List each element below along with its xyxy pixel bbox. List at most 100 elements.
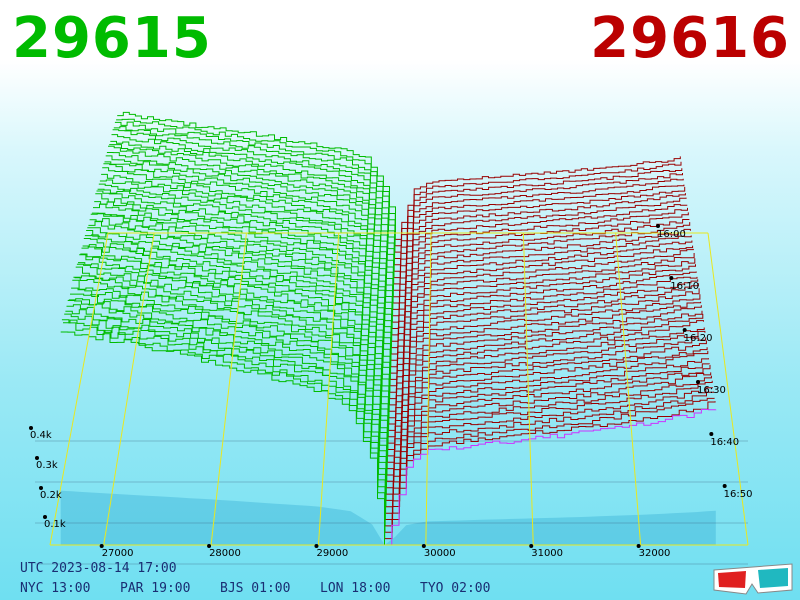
ask-price: 29616 xyxy=(590,6,790,71)
bid-depth-line xyxy=(75,266,388,463)
x-tick-marker xyxy=(99,544,104,548)
bid-depth-line xyxy=(61,319,386,539)
ask-depth-line xyxy=(388,327,705,444)
x-tick-label: 27000 xyxy=(102,548,134,559)
ask-depth-line xyxy=(386,375,712,508)
bid-depth-line xyxy=(71,287,387,488)
bid-depth-line xyxy=(91,212,392,374)
ask-depth-line xyxy=(385,397,715,533)
bid-depth-line xyxy=(116,118,396,240)
utc-timestamp: UTC 2023-08-14 17:00 xyxy=(20,561,177,576)
price-gridline xyxy=(210,232,247,546)
x-tick-label: 30000 xyxy=(424,548,456,559)
bid-depth-line xyxy=(89,218,391,386)
x-tick-marker xyxy=(529,544,534,548)
ask-depth-line xyxy=(386,372,712,501)
bid-depth-line xyxy=(84,234,390,412)
bid-depth-line xyxy=(105,155,394,297)
left-edge xyxy=(49,232,109,546)
ask-depth-line xyxy=(394,184,685,266)
ask-depth-line xyxy=(394,193,686,279)
bid-depth-line xyxy=(73,276,388,475)
ask-depth-line xyxy=(391,258,696,361)
bid-depth-line xyxy=(109,144,395,278)
bid-depth-line xyxy=(70,293,387,495)
time-tick-marker xyxy=(656,224,660,228)
ask-depth-line xyxy=(392,219,690,310)
bid-depth-line xyxy=(114,121,396,246)
ask-depth-line xyxy=(389,288,700,400)
bid-depth-line xyxy=(63,319,386,533)
ask-depth-line xyxy=(387,340,707,463)
ask-depth-line xyxy=(388,310,703,425)
bid-depth-fill xyxy=(60,490,385,545)
bid-depth-line xyxy=(80,253,389,437)
x-tick-label: 28000 xyxy=(209,548,241,559)
ask-depth-fill xyxy=(384,510,716,545)
ask-depth-line xyxy=(395,161,682,240)
time-tick-label: 16:40 xyxy=(710,437,739,448)
ask-depth-line xyxy=(389,294,701,406)
price-gridline xyxy=(317,232,340,546)
x-tick-label: 31000 xyxy=(531,548,563,559)
ask-depth-line xyxy=(395,156,681,234)
time-tick-marker xyxy=(722,484,727,488)
bid-price: 29615 xyxy=(12,6,212,71)
tz-tyo: TYO 02:00 xyxy=(420,581,491,596)
bid-depth-line xyxy=(95,193,392,354)
ask-depth-line xyxy=(389,305,702,419)
y-tick-label: 0.3k xyxy=(36,460,58,471)
bid-depth-line xyxy=(66,304,387,514)
tz-nyc: NYC 13:00 xyxy=(20,581,91,596)
ask-depth-line xyxy=(384,401,716,540)
bid-depth-line xyxy=(96,190,392,348)
time-tick-marker xyxy=(709,432,714,436)
bid-depth-line xyxy=(64,313,386,526)
ask-depth-line xyxy=(391,253,695,355)
price-gridline xyxy=(103,232,155,546)
right-edge xyxy=(707,232,749,546)
ask-depth-line xyxy=(390,264,696,368)
bid-depth-line xyxy=(99,179,393,329)
ask-depth-line xyxy=(393,197,687,285)
ask-depth-line xyxy=(386,358,709,482)
time-tick-label: 16:00 xyxy=(657,229,686,240)
bid-depth-line xyxy=(104,161,394,303)
y-tick-marker xyxy=(29,426,33,430)
ask-depth-line xyxy=(392,228,691,323)
ask-depth-line xyxy=(385,387,713,520)
ask-depth-line xyxy=(395,168,683,247)
ask-depth-line xyxy=(392,235,692,329)
bid-depth-line xyxy=(78,262,389,450)
time-tick-label: 16:50 xyxy=(724,489,753,500)
ask-depth-line xyxy=(392,222,691,317)
bid-depth-line xyxy=(101,173,393,323)
ask-depth-line xyxy=(389,301,702,412)
bid-depth-line xyxy=(94,201,392,361)
bid-depth-line xyxy=(72,279,388,482)
bid-depth-line xyxy=(60,331,385,545)
bid-depth-line xyxy=(67,300,387,507)
bid-depth-line xyxy=(76,263,389,456)
ask-depth-line xyxy=(388,320,704,438)
price-gridline xyxy=(615,232,642,546)
bid-depth-line xyxy=(87,227,391,399)
ask-depth-line xyxy=(385,391,715,527)
bid-depth-line xyxy=(97,188,393,342)
axis-labels-layer: 27000 28000 29000 30000 31000 32000 0.1k 0.2k 0.… xyxy=(29,224,752,559)
time-tick-label: 16:30 xyxy=(697,385,726,396)
bid-depth-line xyxy=(82,244,390,424)
ask-depth-line xyxy=(393,204,688,291)
x-tick-marker xyxy=(207,544,212,548)
ask-depth-line xyxy=(387,337,707,457)
ask-depth-line xyxy=(394,186,686,272)
ask-depth-line xyxy=(391,245,694,342)
volume-gridlines xyxy=(35,440,748,565)
y-tick-label: 0.4k xyxy=(30,430,52,441)
ask-depth-line xyxy=(390,283,699,393)
ask-depth-line xyxy=(385,380,713,514)
bid-depth-line xyxy=(88,220,391,393)
bid-depth-line xyxy=(74,275,388,469)
y-tick-marker xyxy=(39,486,43,490)
3d-glasses-icon[interactable] xyxy=(712,560,794,596)
